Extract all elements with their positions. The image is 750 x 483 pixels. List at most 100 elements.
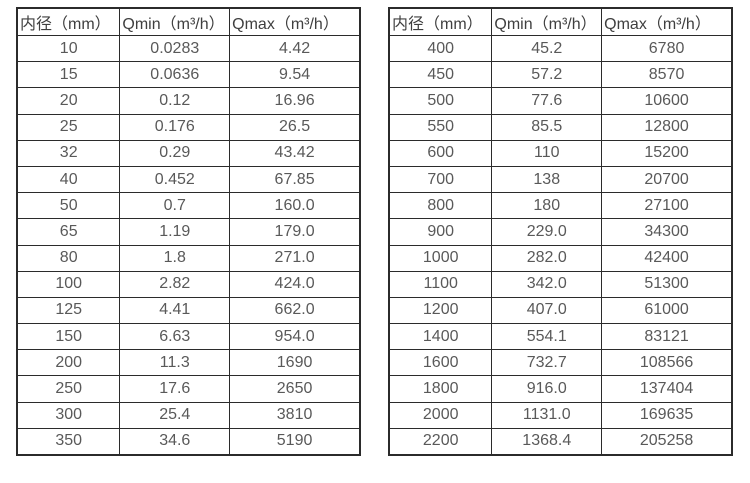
- table-cell: 0.0636: [119, 61, 231, 89]
- table-cell: 2650: [229, 375, 361, 403]
- table-cell: 32: [16, 139, 121, 167]
- table-row: 1000 282.0 42400: [388, 244, 733, 272]
- table-cell: 25: [16, 113, 121, 141]
- table-cell: 300: [16, 401, 121, 429]
- header-qmin: Qmin（m³/h）: [119, 7, 231, 36]
- table-cell: 20: [16, 87, 121, 115]
- table-cell: 424.0: [229, 270, 361, 298]
- table-cell: 4.41: [119, 296, 231, 325]
- table-cell: 137404: [601, 375, 733, 403]
- table-cell: 77.6: [491, 87, 603, 115]
- table-cell: 138: [491, 165, 603, 194]
- header-qmax: Qmax（m³/h）: [229, 7, 361, 36]
- table-cell: 26.5: [229, 113, 361, 141]
- table-row: 200 11.3 1690: [16, 349, 361, 377]
- table-row: 1400 554.1 83121: [388, 323, 733, 351]
- table-cell: 179.0: [229, 218, 361, 246]
- table-cell: 180: [491, 192, 603, 220]
- table-row: 125 4.41 662.0: [16, 296, 361, 325]
- table-row: 40 0.452 67.85: [16, 165, 361, 194]
- table-cell: 61000: [601, 296, 733, 325]
- table-cell: 250: [16, 375, 121, 403]
- table-cell: 169635: [601, 401, 733, 429]
- table-header-row: 内径（mm） Qmin（m³/h） Qmax（m³/h）: [388, 7, 733, 36]
- table-cell: 16.96: [229, 87, 361, 115]
- table-row: 600 110 15200: [388, 139, 733, 167]
- table-cell: 0.176: [119, 113, 231, 141]
- table-cell: 11.3: [119, 349, 231, 377]
- flow-rate-tables-page: 内径（mm） Qmin（m³/h） Qmax（m³/h） 10 0.0283 4.4…: [16, 7, 733, 456]
- table-cell: 1200: [388, 296, 493, 325]
- table-cell: 500: [388, 87, 493, 115]
- table-cell: 5190: [229, 427, 361, 456]
- table-cell: 1100: [388, 270, 493, 298]
- table-row: 2000 1131.0 169635: [388, 401, 733, 429]
- table-row: 150 6.63 954.0: [16, 323, 361, 351]
- table-cell: 1131.0: [491, 401, 603, 429]
- table-cell: 25.4: [119, 401, 231, 429]
- header-inner-diameter: 内径（mm）: [388, 7, 493, 36]
- table-cell: 2200: [388, 427, 493, 456]
- table-cell: 916.0: [491, 375, 603, 403]
- table-row: 1200 407.0 61000: [388, 296, 733, 325]
- table-cell: 9.54: [229, 61, 361, 89]
- flow-table-small-diameters: 内径（mm） Qmin（m³/h） Qmax（m³/h） 10 0.0283 4.4…: [16, 7, 361, 456]
- table-row: 1100 342.0 51300: [388, 270, 733, 298]
- table-cell: 65: [16, 218, 121, 246]
- table-cell: 15: [16, 61, 121, 89]
- table-cell: 110: [491, 139, 603, 167]
- table-cell: 45.2: [491, 34, 603, 63]
- table-row: 100 2.82 424.0: [16, 270, 361, 298]
- table-cell: 400: [388, 34, 493, 63]
- table-row: 300 25.4 3810: [16, 401, 361, 429]
- table-cell: 67.85: [229, 165, 361, 194]
- table-cell: 0.452: [119, 165, 231, 194]
- table-row: 32 0.29 43.42: [16, 139, 361, 167]
- table-row: 350 34.6 5190: [16, 427, 361, 456]
- table-cell: 40: [16, 165, 121, 194]
- table-cell: 900: [388, 218, 493, 246]
- table-row: 550 85.5 12800: [388, 113, 733, 141]
- table-cell: 17.6: [119, 375, 231, 403]
- table-row: 450 57.2 8570: [388, 61, 733, 89]
- table-row: 700 138 20700: [388, 165, 733, 194]
- table-cell: 700: [388, 165, 493, 194]
- table-cell: 662.0: [229, 296, 361, 325]
- header-qmax: Qmax（m³/h）: [601, 7, 733, 36]
- table-cell: 4.42: [229, 34, 361, 63]
- table-row: 80 1.8 271.0: [16, 244, 361, 272]
- table-cell: 342.0: [491, 270, 603, 298]
- table-cell: 51300: [601, 270, 733, 298]
- table-cell: 2000: [388, 401, 493, 429]
- table-cell: 42400: [601, 244, 733, 272]
- table-cell: 1368.4: [491, 427, 603, 456]
- table-cell: 50: [16, 192, 121, 220]
- table-row: 50 0.7 160.0: [16, 192, 361, 220]
- table-cell: 27100: [601, 192, 733, 220]
- table-cell: 1690: [229, 349, 361, 377]
- table-cell: 1600: [388, 349, 493, 377]
- table-cell: 350: [16, 427, 121, 456]
- table-cell: 100: [16, 270, 121, 298]
- table-row: 900 229.0 34300: [388, 218, 733, 246]
- table-cell: 15200: [601, 139, 733, 167]
- table-cell: 550: [388, 113, 493, 141]
- table-cell: 85.5: [491, 113, 603, 141]
- table-cell: 600: [388, 139, 493, 167]
- table-body: 400 45.2 6780 450 57.2 8570 500 77.6 10600 550 85.…: [388, 34, 733, 456]
- table-cell: 229.0: [491, 218, 603, 246]
- table-cell: 407.0: [491, 296, 603, 325]
- table-cell: 83121: [601, 323, 733, 351]
- table-row: 250 17.6 2650: [16, 375, 361, 403]
- table-cell: 1800: [388, 375, 493, 403]
- table-cell: 800: [388, 192, 493, 220]
- table-cell: 160.0: [229, 192, 361, 220]
- table-cell: 954.0: [229, 323, 361, 351]
- table-cell: 732.7: [491, 349, 603, 377]
- table-cell: 1000: [388, 244, 493, 272]
- flow-table-large-diameters: 内径（mm） Qmin（m³/h） Qmax（m³/h） 400 45.2 6780…: [388, 7, 733, 456]
- table-cell: 34.6: [119, 427, 231, 456]
- table-cell: 0.29: [119, 139, 231, 167]
- table-row: 400 45.2 6780: [388, 34, 733, 63]
- table-row: 10 0.0283 4.42: [16, 34, 361, 63]
